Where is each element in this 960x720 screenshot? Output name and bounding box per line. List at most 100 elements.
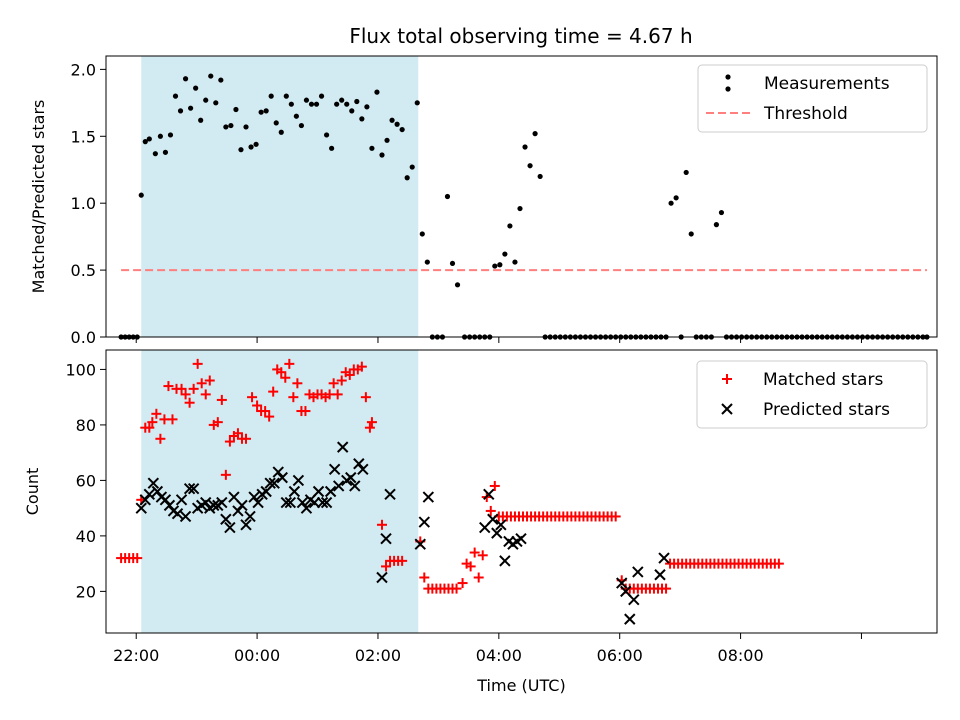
matched-star-point [264, 411, 275, 422]
cross-stroke [312, 485, 325, 498]
cross-stroke [487, 513, 499, 525]
measurement-point [454, 282, 461, 288]
x-tick-label: 06:00 [597, 646, 643, 665]
matched-star-point [397, 555, 408, 566]
legend-marker-predicted [721, 403, 733, 415]
y-tick-label: 80 [76, 416, 96, 435]
legend-label: Measurements [764, 74, 890, 94]
predicted-star-point [628, 593, 640, 606]
cross-stroke [495, 519, 507, 531]
legend-marker-measurement [725, 86, 731, 92]
cross-stroke [296, 496, 309, 509]
matched-star-point [167, 414, 178, 425]
predicted-star-point [135, 502, 147, 514]
cross-stroke [376, 571, 388, 584]
matched-star-point [184, 397, 195, 408]
cross-stroke [240, 519, 252, 531]
measurement-point [399, 126, 405, 133]
predicted-star-point [147, 477, 160, 489]
y-tick-label: 1.0 [71, 194, 96, 213]
cross-stroke [236, 499, 248, 512]
measurement-point [162, 149, 169, 155]
matched-star-point [465, 561, 476, 572]
cross-stroke [200, 496, 212, 509]
measurement-point [404, 175, 410, 181]
legend-label: Matched stars [763, 370, 883, 390]
predicted-star-point [349, 480, 361, 492]
matched-star-point [268, 386, 279, 397]
predicted-star-point [316, 496, 329, 509]
predicted-star-point [380, 532, 392, 545]
top-legend: Measurements Threshold [697, 64, 928, 133]
measurement-point [537, 173, 543, 180]
measurement-point [172, 93, 179, 99]
predicted-star-point [332, 480, 345, 492]
matched-star-point [132, 553, 143, 564]
x-tick-label: 04:00 [476, 646, 522, 665]
cross-stroke [316, 496, 329, 509]
measurement-point [673, 195, 679, 201]
top-y-ticks: 0.0 0.5 1.0 1.5 2.0 [71, 60, 106, 347]
y-tick-label: 0.5 [71, 261, 96, 280]
measurement-point [248, 144, 254, 150]
measurement-point [507, 223, 513, 229]
cross-stroke [328, 463, 341, 476]
cross-stroke [139, 494, 151, 506]
predicted-star-point [252, 496, 264, 509]
matched-star-point [196, 378, 207, 389]
matched-star-point [204, 375, 215, 386]
measurement-point [532, 131, 538, 137]
matched-star-point [232, 428, 243, 439]
top-y-axis-label: Matched/Predicted stars [29, 100, 48, 294]
cross-stroke [422, 491, 435, 503]
cross-stroke [264, 477, 276, 489]
predicted-star-point [276, 471, 288, 484]
measurement-point [444, 193, 451, 200]
predicted-star-point [187, 483, 200, 495]
measurement-point [449, 260, 456, 267]
cross-stroke [135, 502, 147, 514]
predicted-star-point [284, 496, 297, 509]
matched-star-point [469, 547, 480, 558]
matched-star-point [212, 417, 223, 428]
y-tick-label: 60 [76, 471, 96, 490]
predicted-star-point [658, 552, 670, 564]
measurement-point [278, 129, 284, 135]
observing-window-shade [141, 350, 419, 633]
measurement-point [218, 77, 224, 83]
bottom-y-axis-label: Count [23, 468, 42, 516]
bottom-y-ticks: 20 40 60 80 100 [65, 360, 106, 601]
predicted-star-point [624, 613, 636, 625]
measurement-point [208, 73, 214, 79]
top-panel: 0.00.51.01.52.0 Matched/Predicted stars … [29, 55, 938, 347]
y-tick-label: 0.0 [71, 328, 96, 347]
measurement-point [273, 120, 279, 126]
measurement-point [167, 132, 174, 138]
matched-star-point [376, 519, 387, 530]
measurement-point [308, 101, 315, 107]
x-tick-label: 00:00 [234, 646, 280, 665]
predicted-star-point [499, 555, 511, 567]
cross-stroke [324, 485, 337, 498]
matched-star-point [360, 392, 371, 403]
predicted-star-point [183, 483, 196, 495]
measurement-point [354, 98, 360, 105]
measurement-point [193, 85, 199, 91]
cross-stroke [654, 569, 666, 581]
measurement-point [424, 259, 430, 265]
measurement-point [157, 133, 163, 139]
matched-star-point [419, 572, 430, 583]
matched-star-point [381, 561, 392, 572]
measurement-point [233, 106, 239, 113]
cross-stroke [224, 521, 236, 534]
cross-stroke [384, 488, 396, 500]
measurement-point [688, 231, 694, 237]
cross-stroke [628, 593, 640, 606]
predicted-star-point [139, 494, 151, 506]
measurement-point [384, 137, 390, 143]
cross-stroke [268, 477, 280, 489]
cross-stroke [216, 496, 228, 509]
matched-star-point [192, 358, 203, 369]
predicted-star-point [324, 485, 337, 498]
